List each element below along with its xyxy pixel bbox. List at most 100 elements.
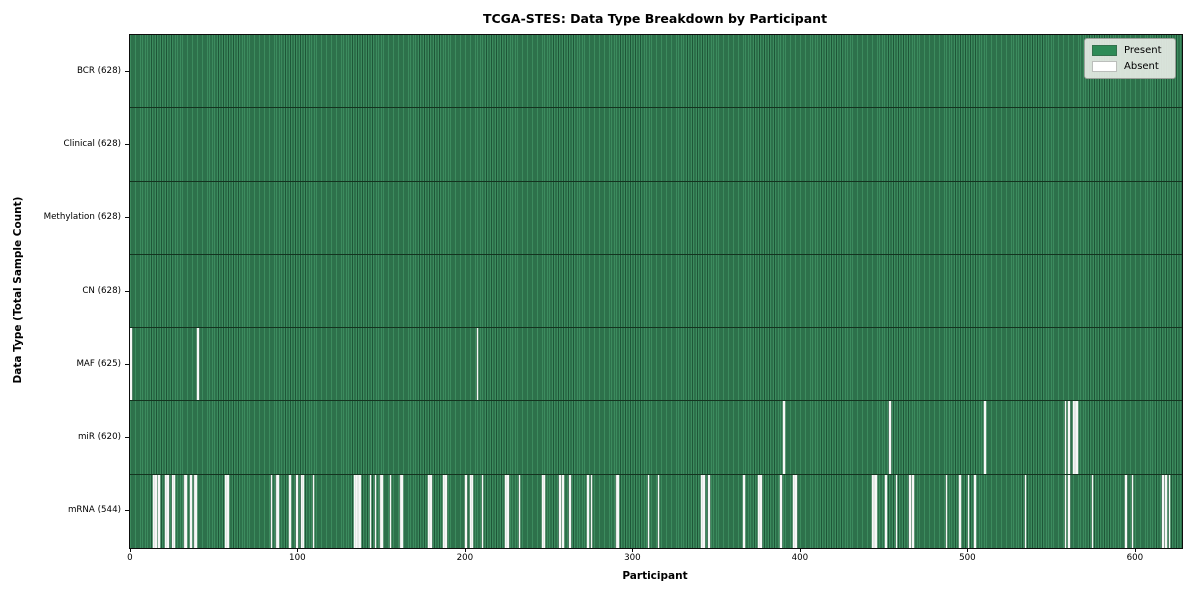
x-tick-mark	[632, 548, 634, 552]
absent-stripe	[759, 474, 762, 548]
absent-stripe	[153, 474, 156, 548]
absent-stripe	[1165, 474, 1167, 548]
absent-stripe	[967, 474, 970, 548]
absent-stripe	[401, 474, 404, 548]
y-tick-mark	[125, 143, 129, 145]
y-tick-mark	[125, 217, 129, 219]
x-tick-mark	[129, 548, 131, 552]
datatype-row-CN	[130, 254, 1182, 329]
plot-area	[129, 34, 1183, 549]
absent-stripe	[888, 401, 891, 474]
absent-stripe	[443, 474, 445, 548]
chart-title: TCGA-STES: Data Type Breakdown by Partic…	[482, 11, 828, 26]
absent-stripe	[1064, 401, 1067, 474]
absent-stripe	[183, 474, 186, 548]
absent-stripe	[379, 474, 382, 548]
absent-stripe	[374, 474, 377, 548]
y-tick-label-MAF: MAF (625)	[76, 358, 121, 369]
absent-stripe	[959, 474, 961, 548]
absent-stripe	[590, 474, 593, 548]
absent-stripe	[707, 474, 710, 548]
absent-stripe	[197, 328, 199, 401]
datatype-row-miR	[130, 401, 1182, 475]
absent-stripe	[505, 474, 507, 548]
absent-stripe	[743, 474, 745, 548]
absent-stripe	[587, 474, 589, 548]
absent-stripe	[173, 474, 176, 548]
x-tick-mark	[967, 548, 969, 552]
absent-stripe	[193, 474, 196, 548]
absent-stripe	[1161, 474, 1164, 548]
x-tick-label-200: 200	[456, 553, 474, 563]
absent-stripe	[1125, 474, 1127, 548]
absent-stripe	[444, 474, 447, 548]
absent-stripe	[275, 474, 278, 548]
absent-stripe	[568, 474, 571, 548]
x-tick-label-400: 400	[791, 553, 809, 563]
y-tick-label-Methylation: Methylation (628)	[43, 212, 121, 223]
absent-stripe	[647, 474, 650, 548]
absent-stripe	[470, 474, 472, 548]
absent-stripe	[1168, 474, 1171, 548]
absent-stripe	[908, 474, 911, 548]
absent-stripe	[225, 474, 228, 548]
y-tick-label-mRNA: mRNA (544)	[67, 505, 121, 516]
absent-stripe	[356, 474, 358, 548]
absent-stripe	[190, 474, 192, 548]
x-tick-mark	[1134, 548, 1136, 552]
absent-stripe	[471, 474, 474, 548]
y-tick-mark	[125, 363, 129, 365]
datatype-row-mRNA	[130, 474, 1182, 548]
y-tick-label-CN: CN (628)	[82, 285, 121, 296]
absent-stripe	[875, 474, 878, 548]
absent-swatch-icon	[1092, 61, 1117, 72]
datatype-row-MAF	[130, 328, 1182, 402]
absent-stripe	[873, 474, 876, 548]
absent-stripe	[165, 474, 167, 548]
legend-item-absent: Absent	[1092, 61, 1167, 72]
absent-stripe	[779, 474, 782, 548]
absent-stripe	[476, 328, 479, 401]
x-axis-title: Participant	[622, 570, 688, 582]
absent-stripe	[506, 474, 509, 548]
absent-stripe	[227, 474, 229, 548]
absent-stripe	[518, 474, 521, 548]
x-tick-mark	[799, 548, 801, 552]
y-tick-mark	[125, 510, 129, 512]
x-tick-label-600: 600	[1126, 553, 1144, 563]
x-tick-mark	[297, 548, 299, 552]
absent-stripe	[312, 474, 315, 548]
absent-stripe	[783, 401, 785, 474]
absent-stripe	[542, 474, 544, 548]
absent-stripe	[354, 474, 357, 548]
y-tick-label-BCR: BCR (628)	[76, 65, 121, 76]
absent-stripe	[185, 474, 187, 548]
absent-stripe	[872, 474, 874, 548]
absent-stripe	[758, 474, 760, 548]
absent-stripe	[277, 474, 280, 548]
absent-stripe	[130, 328, 132, 401]
absent-stripe	[429, 474, 432, 548]
absent-stripe	[1068, 474, 1070, 548]
y-axis-title: Data Type (Total Sample Count)	[12, 196, 24, 384]
absent-stripe	[166, 474, 169, 548]
absent-stripe	[381, 474, 383, 548]
x-tick-label-0: 0	[127, 553, 133, 563]
absent-stripe	[171, 474, 174, 548]
absent-stripe	[481, 474, 484, 548]
datatype-row-Clinical	[130, 108, 1182, 182]
x-tick-mark	[464, 548, 466, 552]
datatype-row-Methylation	[130, 181, 1182, 255]
absent-stripe	[657, 474, 660, 548]
absent-stripe	[158, 474, 161, 548]
y-tick-label-Clinical: Clinical (628)	[63, 138, 121, 149]
absent-stripe	[912, 474, 914, 548]
y-tick-mark	[125, 290, 129, 292]
absent-stripe	[428, 474, 430, 548]
absent-stripe	[302, 474, 305, 548]
absent-stripe	[558, 474, 561, 548]
absent-stripe	[1074, 401, 1077, 474]
absent-stripe	[615, 474, 618, 548]
absent-stripe	[543, 474, 546, 548]
